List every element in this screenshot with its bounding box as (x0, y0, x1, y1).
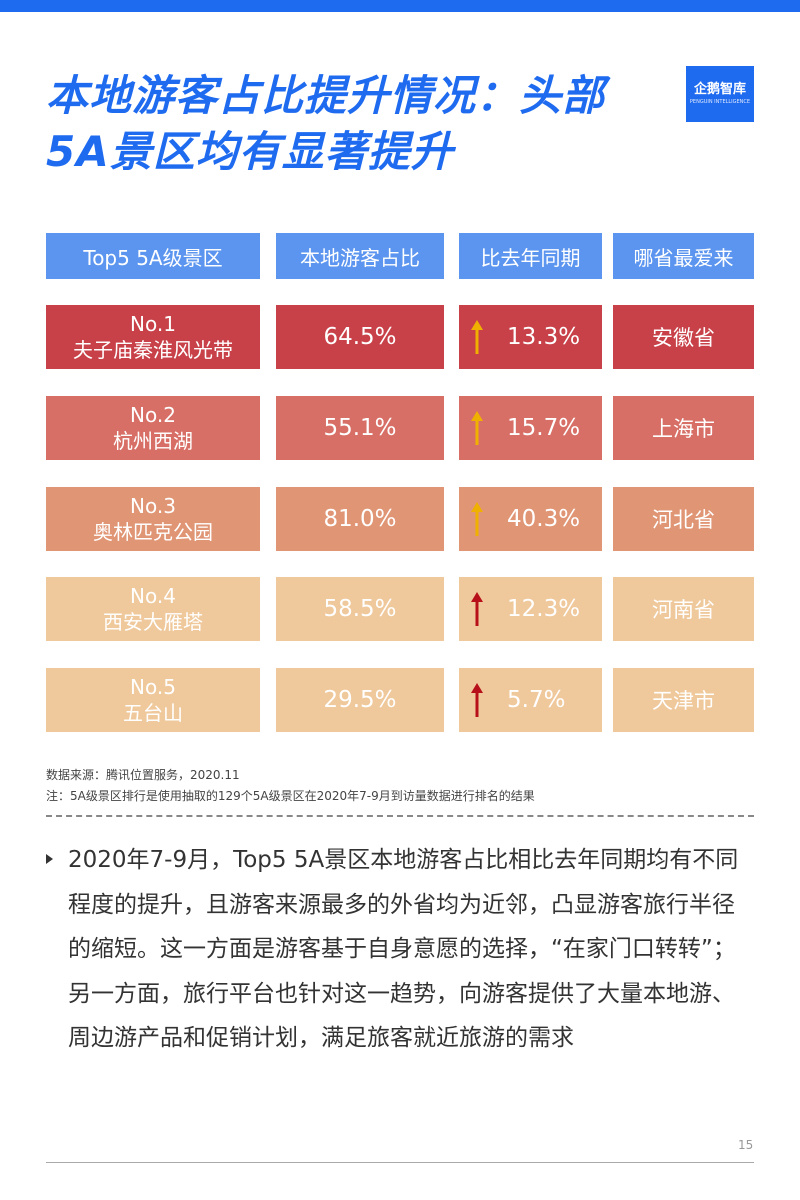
row-4-province: 河南省 (613, 577, 754, 641)
row-3-change: 40.3% (507, 506, 581, 532)
row-2-change: 15.7% (507, 415, 581, 441)
row-2-spot: No.2 杭州西湖 (46, 396, 260, 460)
row-3-share: 81.0% (276, 487, 444, 551)
row-1-province: 安徽省 (613, 305, 754, 369)
row-5-share: 29.5% (276, 668, 444, 732)
row-1-share: 64.5% (276, 305, 444, 369)
up-arrow-icon (471, 592, 483, 626)
brand-logo: 企鹅智库 PENGUIN INTELLIGENCE (686, 66, 754, 122)
title-line-2: 5A景区均有显著提升 (46, 127, 454, 176)
row-5-province: 天津市 (613, 668, 754, 732)
logo-text: 企鹅智库 (693, 82, 746, 97)
up-arrow-icon (471, 411, 483, 445)
row-4-name: 西安大雁塔 (103, 610, 203, 634)
logo-subtext: PENGUIN INTELLIGENCE (689, 99, 751, 105)
row-2-name: 杭州西湖 (113, 429, 193, 453)
row-4-change: 12.3% (507, 596, 581, 622)
row-4-change-cell: 12.3% (459, 577, 602, 641)
row-3-province: 河北省 (613, 487, 754, 551)
header-yoy-change: 比去年同期 (459, 233, 602, 279)
up-arrow-icon (471, 683, 483, 717)
row-4-share: 58.5% (276, 577, 444, 641)
row-5-spot: No.5 五台山 (46, 668, 260, 732)
row-4-rank: No.4 (130, 584, 176, 608)
row-5-change: 5.7% (507, 687, 566, 713)
row-2-share: 55.1% (276, 396, 444, 460)
up-arrow-icon (471, 320, 483, 354)
row-2-rank: No.2 (130, 403, 176, 427)
data-source: 数据来源：腾讯位置服务，2020.11 (46, 768, 240, 782)
row-1-change: 13.3% (507, 324, 581, 350)
header-local-share: 本地游客占比 (276, 233, 444, 279)
body-paragraph: 2020年7-9月，Top5 5A景区本地游客占比相比去年同期均有不同程度的提升… (68, 847, 739, 1052)
row-1-change-cell: 13.3% (459, 305, 602, 369)
page-number: 15 (738, 1138, 754, 1152)
up-arrow-icon (471, 502, 483, 536)
row-3-change-cell: 40.3% (459, 487, 602, 551)
row-5-name: 五台山 (123, 701, 183, 725)
row-5-rank: No.5 (130, 675, 176, 699)
row-3-spot: No.3 奥林匹克公园 (46, 487, 260, 551)
top-accent-bar (0, 0, 800, 12)
row-1-rank: No.1 (130, 312, 176, 336)
row-4-spot: No.4 西安大雁塔 (46, 577, 260, 641)
row-3-rank: No.3 (130, 494, 176, 518)
header-scenic-spot: Top5 5A级景区 (46, 233, 260, 279)
row-2-change-cell: 15.7% (459, 396, 602, 460)
footer-rule (46, 1162, 754, 1163)
dashed-divider (46, 815, 754, 817)
row-3-name: 奥林匹克公园 (93, 520, 213, 544)
page-title: 本地游客占比提升情况：头部 5A景区均有显著提升 (46, 68, 676, 180)
data-note: 注：5A级景区排行是使用抽取的129个5A级景区在2020年7-9月到访量数据进… (46, 789, 535, 803)
header-top-province: 哪省最爱来 (613, 233, 754, 279)
row-1-name: 夫子庙秦淮风光带 (73, 338, 233, 362)
row-1-spot: No.1 夫子庙秦淮风光带 (46, 305, 260, 369)
row-5-change-cell: 5.7% (459, 668, 602, 732)
bullet-triangle-icon (46, 854, 53, 864)
title-line-1: 本地游客占比提升情况：头部 (46, 71, 606, 120)
row-2-province: 上海市 (613, 396, 754, 460)
